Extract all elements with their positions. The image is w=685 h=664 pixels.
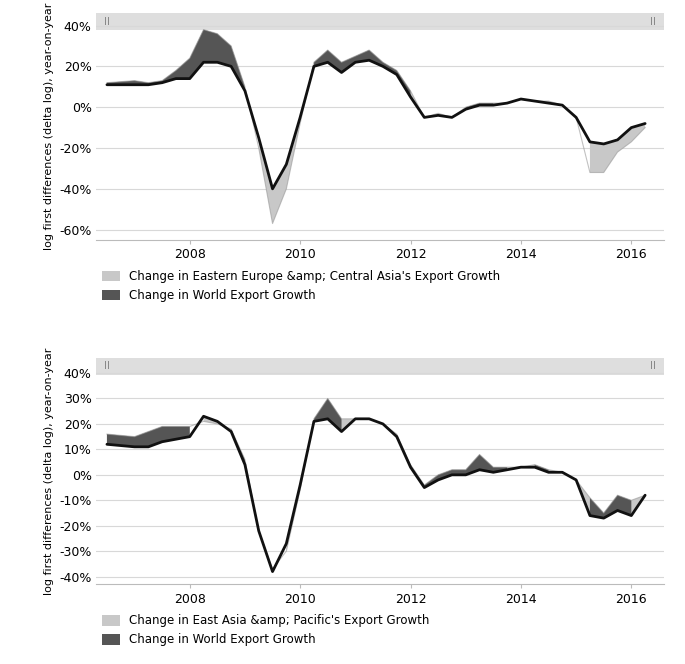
Legend: Change in Eastern Europe &amp; Central Asia's Export Growth, Change in World Exp: Change in Eastern Europe &amp; Central A…: [102, 270, 500, 302]
Bar: [96, 13, 664, 31]
Text: II: II: [650, 17, 656, 27]
Text: II: II: [104, 361, 110, 371]
Y-axis label: log first differences (delta log), year-on-year: log first differences (delta log), year-…: [44, 347, 54, 595]
Y-axis label: log first differences (delta log), year-on-year: log first differences (delta log), year-…: [44, 3, 54, 250]
Legend: Change in East Asia &amp; Pacific's Export Growth, Change in World Export Growth: Change in East Asia &amp; Pacific's Expo…: [102, 614, 429, 646]
Text: II: II: [650, 361, 656, 371]
Bar: [96, 358, 664, 374]
Text: II: II: [104, 17, 110, 27]
